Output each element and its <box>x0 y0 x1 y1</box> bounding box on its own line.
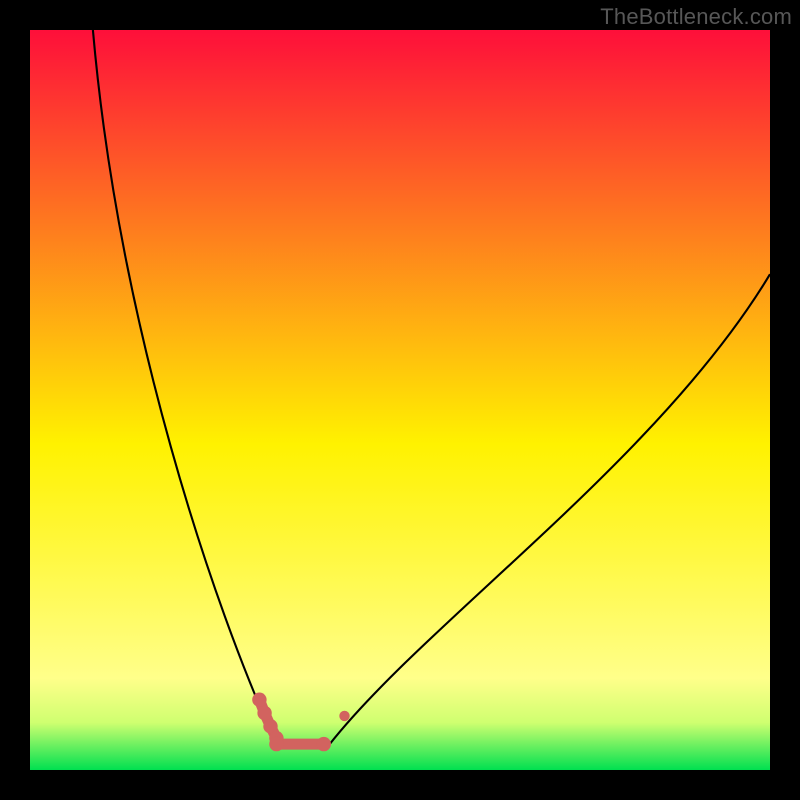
chart-container: TheBottleneck.com <box>0 0 800 800</box>
trough-dot <box>317 737 331 751</box>
trough-dot-right <box>339 711 349 721</box>
bottleneck-chart <box>0 0 800 800</box>
trough-dot <box>257 706 271 720</box>
watermark-text: TheBottleneck.com <box>600 4 792 30</box>
trough-dot <box>252 693 266 707</box>
trough-dot <box>269 737 283 751</box>
